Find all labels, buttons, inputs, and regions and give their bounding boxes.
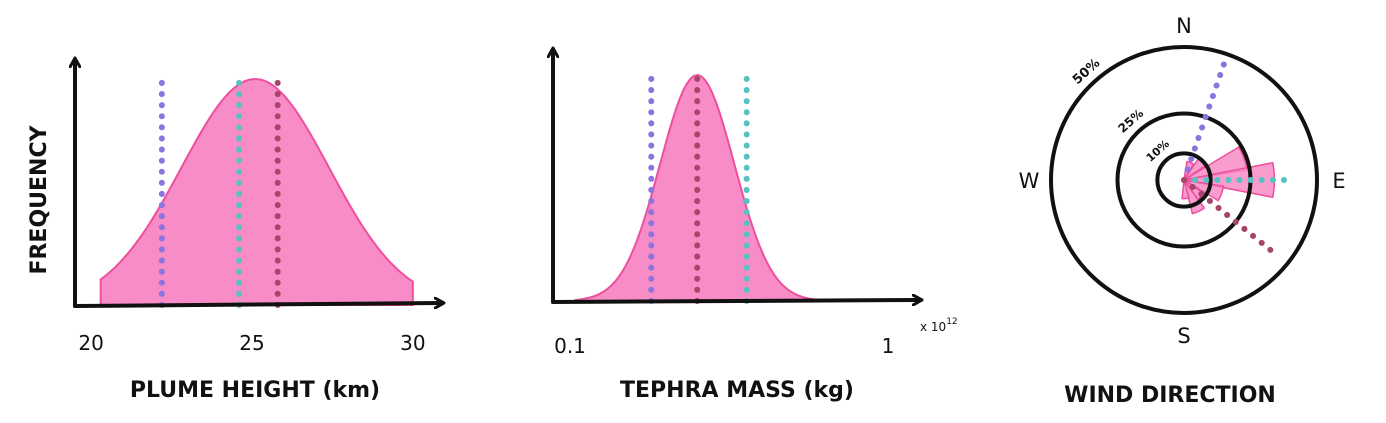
compass-n: N [1176, 14, 1192, 38]
x-axis [551, 300, 918, 302]
tephra-density-curve [574, 73, 864, 302]
wind-rose-title: WIND DIRECTION [1064, 383, 1276, 408]
wind-marker-3 [1181, 177, 1281, 259]
x-tick-label: 20 [78, 331, 103, 355]
ring-50 [1049, 45, 1319, 315]
wind-sector-8 [1181, 179, 1191, 200]
x-tick-label: 30 [400, 331, 425, 355]
x-axis-label: TEPHRA MASS (kg) [620, 378, 854, 403]
compass-w: W [1019, 169, 1040, 193]
wind-marker-1 [1181, 51, 1231, 183]
tephra-mass-chart: 0.1 1 x 1012 TEPHRA MASS (kg) [553, 52, 958, 403]
y-axis-label: FREQUENCY [27, 124, 52, 274]
x-axis-label: PLUME HEIGHT (km) [130, 378, 380, 403]
x-tick-label: 25 [239, 331, 264, 355]
compass-s: S [1177, 324, 1190, 348]
plume-density-curve [99, 78, 414, 306]
wind-sector-7 [1183, 179, 1206, 215]
compass-e: E [1332, 169, 1345, 193]
x-multiplier-label: x 1012 [920, 317, 958, 334]
ring-label: 50% [1070, 56, 1103, 88]
ring-10 [1155, 151, 1213, 209]
x-axis [73, 303, 440, 306]
plume-height-chart: 20 25 30 FREQUENCY PLUME HEIGHT (km) [27, 62, 440, 403]
x-tick-label: 0.1 [554, 334, 586, 358]
x-tick-label: 1 [882, 334, 895, 358]
